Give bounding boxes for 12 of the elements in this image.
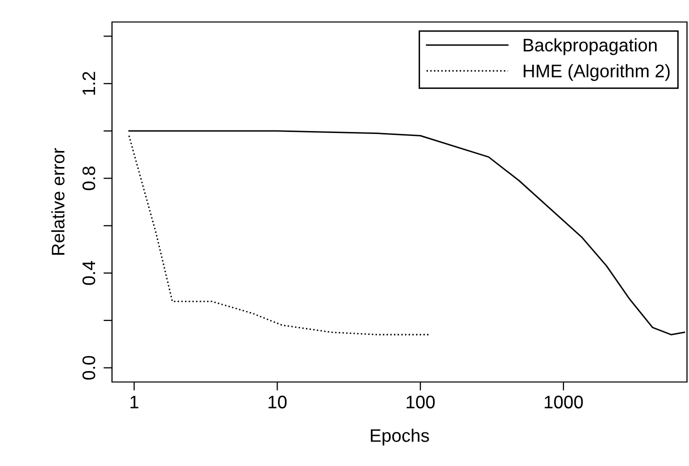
y-tick-label: 1.2: [82, 72, 96, 95]
x-axis-title: Epochs: [370, 428, 429, 446]
x-tick-label: 10: [268, 396, 287, 408]
legend-label: Backpropagation: [524, 38, 657, 56]
y-tick-label: 0.4: [82, 261, 96, 285]
legend-label: HME (Algorithm 2): [524, 64, 670, 81]
y-tick-label: 0.0: [82, 356, 96, 380]
y-axis-title: Relative error: [51, 148, 65, 255]
y-tick-label: 0.8: [82, 166, 96, 190]
x-tick-label: 100: [406, 396, 435, 408]
x-tick-label: 1000: [544, 396, 583, 408]
x-tick-label: 1: [130, 396, 138, 408]
